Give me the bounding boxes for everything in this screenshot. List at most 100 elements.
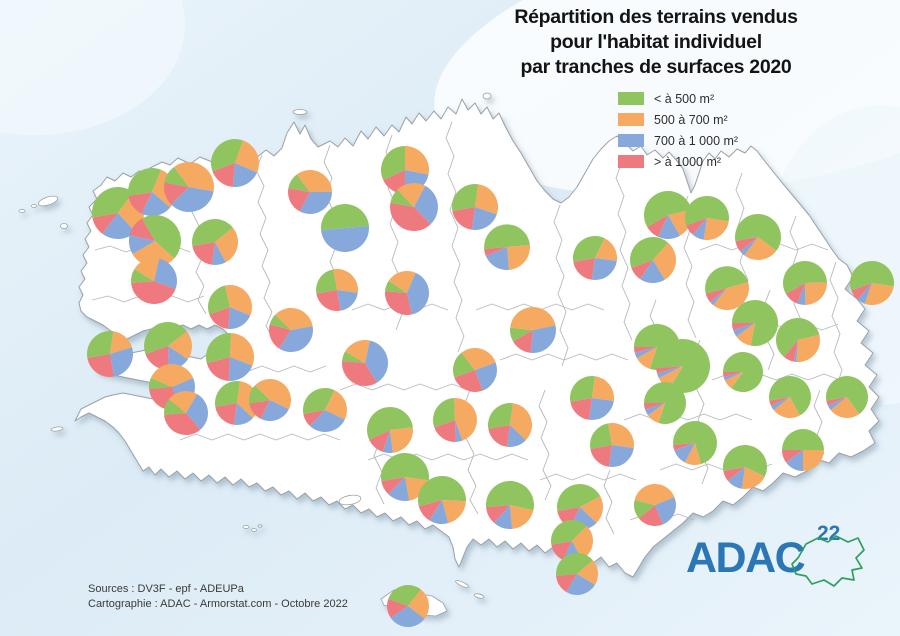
pie-slice — [589, 423, 612, 449]
pie-slice — [510, 307, 556, 330]
pie-chart — [384, 270, 430, 316]
title-line-3: par tranches de surfaces 2020 — [520, 56, 792, 78]
pie-slice — [333, 268, 359, 293]
pie-slice — [149, 377, 172, 389]
pie-slice — [487, 402, 514, 429]
pie-slice — [740, 237, 758, 256]
pie-slice — [475, 362, 497, 391]
pie-chart — [387, 585, 430, 628]
pie-slice — [634, 347, 657, 359]
pie-slice — [727, 467, 745, 489]
pie-slice — [316, 269, 337, 294]
pie-slice — [233, 403, 253, 426]
pie-slice — [309, 410, 345, 432]
pie-slice — [232, 163, 258, 187]
pie-slice — [569, 375, 596, 402]
pie-chart — [316, 268, 359, 311]
pie-slice — [345, 340, 370, 363]
pie-slice — [275, 307, 313, 330]
legend: < à 500 m² 500 à 700 m² 700 à 1 000 m² >… — [618, 88, 738, 172]
pie-slice — [633, 499, 655, 519]
pie-chart — [269, 307, 313, 352]
pie-chart — [769, 375, 812, 419]
pie-slice — [510, 327, 533, 342]
legend-item: > à 1000 m² — [618, 151, 738, 172]
pie-slice — [735, 214, 782, 251]
pie-slice — [797, 283, 806, 306]
pie-slice — [414, 185, 438, 225]
pie-chart — [735, 214, 782, 261]
pie-slice — [723, 352, 763, 393]
pie-slice — [735, 237, 758, 252]
pie-slice — [686, 218, 707, 235]
pie-slice — [206, 357, 230, 381]
pie-slice — [337, 290, 358, 311]
pie-slice — [557, 483, 601, 511]
pie-slice — [471, 207, 497, 231]
pie-slice — [171, 187, 214, 212]
pie-slice — [723, 372, 743, 381]
legend-swatch-green — [618, 92, 644, 105]
pie-slice — [550, 519, 587, 545]
pie-slice — [384, 291, 412, 316]
pie-slice — [484, 247, 507, 256]
pie-slice — [381, 145, 406, 181]
pie-slice — [556, 574, 577, 592]
pie-slice — [186, 394, 208, 430]
pie-chart — [485, 480, 534, 530]
pie-chart — [163, 390, 208, 435]
pie-slice — [91, 186, 134, 218]
adac-logo-text: ADAC — [686, 534, 806, 582]
pie-slice — [129, 235, 155, 254]
pie-slice — [644, 381, 686, 424]
pie-slice — [390, 427, 414, 453]
pie-slice — [452, 207, 475, 230]
pie-slice — [786, 450, 803, 471]
pie-slice — [407, 272, 430, 315]
pie-slice — [288, 174, 310, 192]
legend-item: 700 à 1 000 m² — [618, 130, 738, 151]
pie-slice — [381, 477, 405, 495]
pie-slice — [192, 242, 215, 265]
pie-slice — [640, 260, 665, 284]
pie-slice — [452, 183, 479, 211]
pie-slice — [367, 407, 413, 440]
pie-slice — [557, 507, 580, 528]
pie-slice — [128, 192, 152, 214]
pie-slice — [388, 585, 421, 606]
pie-slice — [634, 483, 675, 505]
pie-chart — [550, 519, 594, 562]
pie-chart — [826, 376, 869, 419]
pie-slice — [320, 203, 369, 231]
pie-slice — [590, 445, 612, 467]
pie-slice — [830, 397, 860, 419]
pie-slice — [826, 397, 847, 406]
pie-slice — [724, 372, 743, 389]
pie-slice — [141, 192, 171, 216]
pie-chart — [589, 422, 635, 468]
pie-slice — [145, 346, 169, 371]
pie-slice — [782, 450, 803, 463]
pie-slice — [248, 385, 270, 404]
pie-slice — [454, 370, 483, 392]
pie-slice — [211, 242, 226, 266]
pie-slice — [134, 258, 160, 281]
pie-slice — [299, 191, 333, 214]
pie-chart — [367, 407, 414, 454]
legend-item: < à 500 m² — [618, 88, 738, 109]
pie-slice — [163, 399, 186, 415]
pie-slice — [507, 245, 530, 270]
pie-slice — [87, 354, 114, 377]
pie-slice — [385, 280, 407, 293]
pie-slice — [192, 219, 233, 246]
pie-chart — [381, 145, 430, 195]
pie-slice — [208, 285, 230, 315]
pie-slice — [303, 410, 325, 426]
pie-slice — [577, 560, 599, 585]
pie-slice — [595, 238, 618, 262]
pie-slice — [570, 398, 592, 420]
pie-slice — [655, 338, 710, 393]
pie-slice — [864, 283, 894, 306]
pie-slice — [685, 195, 730, 226]
pie-slice — [672, 421, 717, 465]
